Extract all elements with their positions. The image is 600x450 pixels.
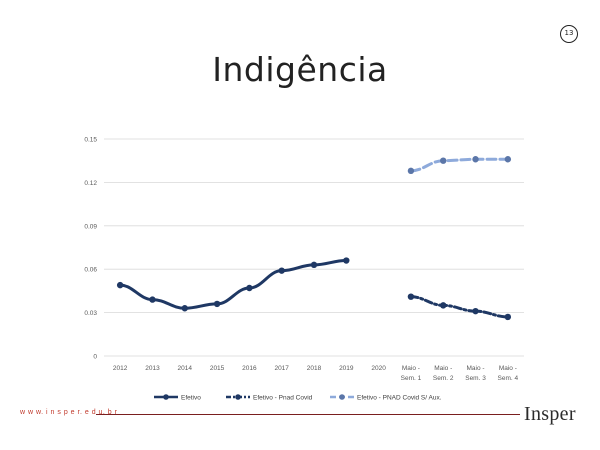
y-tick-labels: 0 0.03 0.06 0.09 0.12 0.15 bbox=[84, 137, 97, 361]
y-tick-label: 0 bbox=[93, 354, 97, 361]
data-point bbox=[278, 267, 285, 274]
legend-swatch-marker bbox=[339, 394, 345, 400]
legend-label: Efetivo - PNAD Covid S/ Aux. bbox=[357, 395, 442, 402]
y-tick-label: 0.06 bbox=[84, 267, 97, 274]
footer-url[interactable]: w w w. i n s p e r. e d u. b r bbox=[20, 409, 118, 416]
x-tick-label: Maio - bbox=[499, 365, 517, 372]
legend-swatch-marker bbox=[163, 394, 169, 400]
data-point bbox=[343, 257, 350, 264]
x-tick-label: 2013 bbox=[145, 365, 160, 372]
page-number-badge: 13 bbox=[560, 25, 578, 43]
x-tick-label: Sem. 2 bbox=[433, 375, 454, 382]
y-tick-label: 0.03 bbox=[84, 310, 97, 317]
x-tick-label: Maio - bbox=[434, 365, 452, 372]
x-tick-label: 2018 bbox=[307, 365, 322, 372]
y-tick-label: 0.12 bbox=[84, 180, 97, 187]
y-tick-label: 0.15 bbox=[84, 137, 97, 144]
x-tick-label: 2020 bbox=[371, 365, 386, 372]
x-tick-label: Maio - bbox=[402, 365, 420, 372]
x-tick-label: Maio - bbox=[467, 365, 485, 372]
x-tick-label: 2019 bbox=[339, 365, 354, 372]
x-tick-label: Sem. 4 bbox=[498, 375, 519, 382]
insper-logo: Insper bbox=[524, 403, 576, 425]
data-point bbox=[213, 300, 221, 308]
x-tick-labels: 2012 2013 2014 2015 2016 2017 2018 2019 2020 Maio… bbox=[113, 365, 519, 382]
legend-swatch-marker bbox=[235, 394, 241, 400]
legend-label: Efetivo - Pnad Covid bbox=[253, 395, 313, 402]
data-point bbox=[310, 261, 318, 269]
series-layer bbox=[116, 156, 512, 321]
data-point bbox=[440, 157, 447, 164]
x-tick-label: 2016 bbox=[242, 365, 257, 372]
data-point bbox=[116, 281, 124, 289]
grid-layer bbox=[104, 138, 524, 357]
x-tick-label: Sem. 3 bbox=[465, 375, 486, 382]
series-line-1 bbox=[409, 295, 510, 319]
x-tick-label: 2015 bbox=[210, 365, 225, 372]
data-point bbox=[472, 307, 479, 315]
data-point bbox=[149, 296, 156, 303]
data-point bbox=[407, 293, 415, 300]
data-point bbox=[504, 313, 512, 321]
y-tick-label: 0.09 bbox=[84, 223, 97, 230]
series-line-2 bbox=[409, 157, 510, 173]
data-point bbox=[181, 305, 188, 312]
data-point bbox=[472, 156, 479, 163]
x-tick-label: 2014 bbox=[178, 365, 193, 372]
legend: Efetivo Efetivo - Pnad Covid Efetivo - PNA… bbox=[154, 394, 442, 402]
data-point bbox=[246, 284, 253, 292]
x-tick-label: 2012 bbox=[113, 365, 128, 372]
legend-label: Efetivo bbox=[181, 395, 201, 402]
x-tick-label: 2017 bbox=[274, 365, 289, 372]
data-point bbox=[440, 302, 447, 309]
data-point bbox=[407, 167, 415, 175]
x-tick-label: Sem. 1 bbox=[401, 375, 422, 382]
data-point bbox=[504, 156, 512, 163]
footer-divider bbox=[96, 414, 520, 415]
slide-title: Indigência bbox=[212, 50, 388, 89]
